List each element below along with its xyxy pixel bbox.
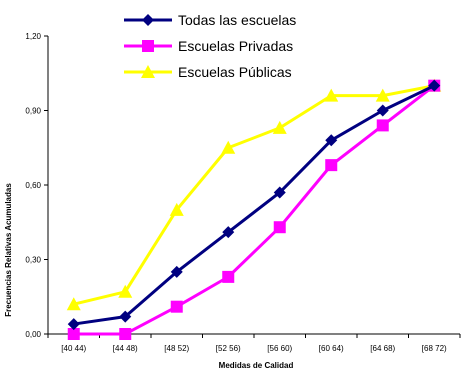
data-point-diamond [273, 186, 286, 199]
data-point-diamond [428, 79, 441, 92]
x-tick-label: [52 56) [216, 344, 241, 353]
data-point-diamond [170, 265, 183, 278]
axes [47, 36, 460, 335]
y-axis-ticks: 0,00 0,30 0,60 0,90 1,20 [25, 32, 48, 339]
legend-item: Escuelas Privadas [124, 38, 293, 54]
data-point-square [325, 159, 338, 172]
legend-marker-triangle [141, 65, 155, 78]
legend-marker-square [142, 40, 154, 52]
data-point-diamond [67, 318, 80, 331]
x-axis-ticks: [40 44) [44 48) [48 52) [52 56) [56 60) [60 6… [47, 334, 461, 353]
legend-item: Escuelas Públicas [124, 64, 292, 80]
data-point-square [119, 328, 132, 340]
legend: Todas las escuelas Escuelas Privadas Escue… [124, 12, 296, 80]
series-line [73, 84, 435, 306]
series-line [73, 84, 435, 326]
data-point-triangle [375, 88, 390, 102]
x-tick-label: [48 52) [164, 344, 189, 353]
x-tick-label: [64 68) [370, 344, 395, 353]
x-tick-label: [68 72) [422, 344, 447, 353]
data-point-triangle [118, 284, 133, 298]
data-point-diamond [376, 104, 389, 117]
y-tick-label: 0,90 [25, 107, 41, 116]
data-point-square [67, 328, 80, 340]
data-point-square [273, 221, 286, 234]
legend-label: Escuelas Privadas [178, 38, 293, 54]
x-tick-label: [40 44) [61, 344, 86, 353]
legend-marker-diamond [142, 14, 154, 26]
y-tick-label: 0,30 [25, 256, 41, 265]
legend-label: Escuelas Públicas [178, 64, 292, 80]
y-tick-label: 1,20 [25, 32, 41, 41]
data-point-square [170, 300, 183, 313]
series-layer [66, 78, 442, 340]
data-point-diamond [222, 226, 235, 239]
data-point-square [376, 119, 389, 132]
series-diamond [67, 79, 441, 331]
x-tick-label: [56 60) [267, 344, 292, 353]
data-point-diamond [325, 134, 338, 147]
data-point-triangle [324, 88, 339, 102]
data-point-square [222, 270, 235, 283]
y-tick-label: 0,60 [25, 181, 41, 190]
x-axis-title: Medidas de Calidad [219, 361, 294, 370]
legend-item: Todas las escuelas [124, 12, 296, 28]
data-point-triangle [272, 120, 287, 134]
series-line [73, 84, 436, 336]
data-point-diamond [119, 310, 132, 323]
y-tick-label: 0,00 [25, 330, 41, 339]
data-point-triangle [221, 140, 236, 154]
y-axis-title: Frecuencias Relativas Acumuladas [4, 183, 13, 317]
x-tick-label: [60 64) [319, 344, 344, 353]
data-point-triangle [66, 297, 81, 311]
x-tick-label: [44 48) [113, 344, 138, 353]
series-square [67, 79, 441, 340]
data-point-triangle [169, 202, 184, 216]
legend-label: Todas las escuelas [178, 12, 296, 28]
